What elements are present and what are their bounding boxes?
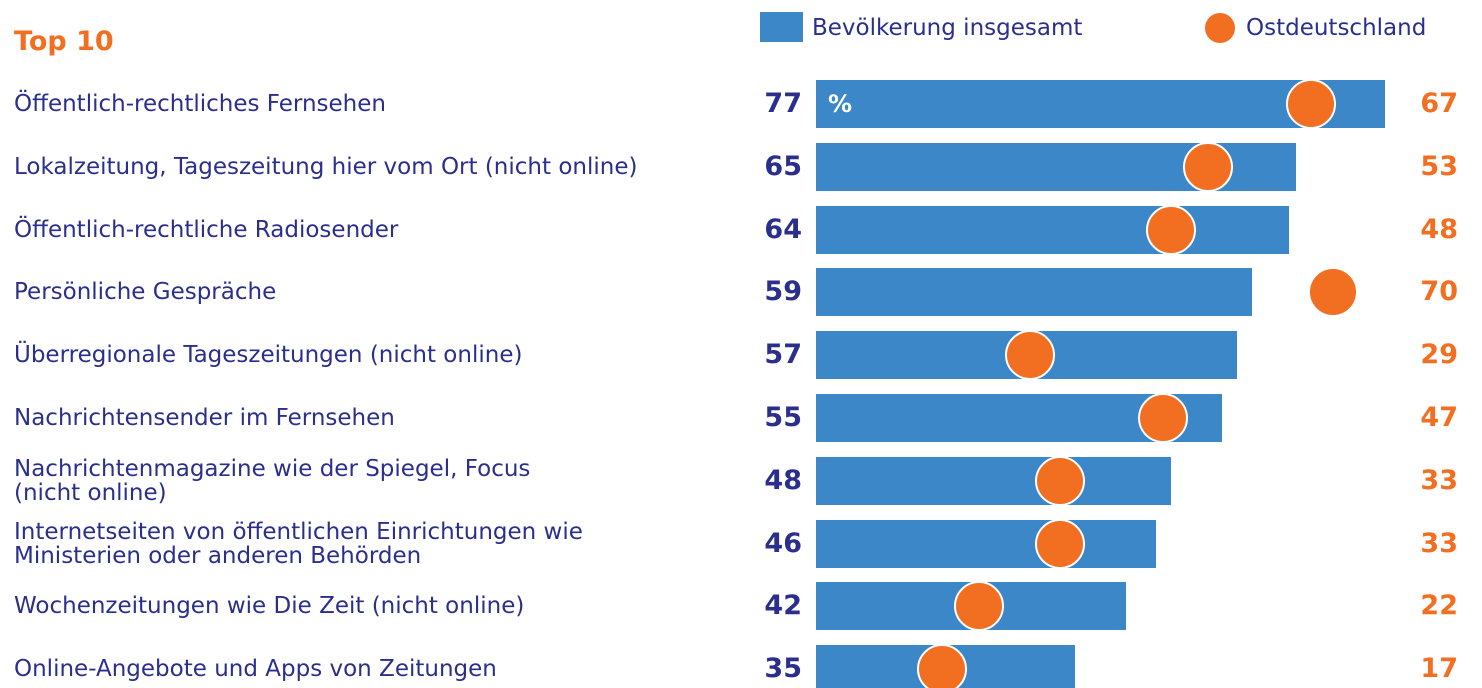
legend-swatch-bar	[760, 12, 803, 42]
value-label: 57	[764, 339, 802, 371]
value-label: 42	[764, 590, 802, 622]
category-label: Überregionale Tageszeitungen (nicht onli…	[14, 342, 523, 369]
category-label: Internetseiten von öffentlichen Einricht…	[14, 518, 583, 569]
category-label: Persönliche Gespräche	[14, 279, 277, 306]
value-label: 77	[764, 88, 802, 119]
dot	[1005, 330, 1056, 381]
dot	[1145, 204, 1196, 255]
category-label: Öffentlich-rechtliches Fernsehen	[14, 91, 386, 117]
category-label: Online-Angebote und Apps von Zeitungen	[14, 656, 497, 683]
dot	[1138, 393, 1189, 443]
value-label: 29	[1420, 339, 1458, 371]
category-label: Nachrichtenmagazine wie der Spiegel, Foc…	[14, 455, 531, 506]
bar	[816, 519, 1156, 568]
legend-swatch-dot	[1205, 13, 1235, 43]
value-label: 64	[764, 213, 802, 245]
bar	[816, 205, 1289, 254]
dot	[1034, 455, 1085, 506]
legend-label: Ostdeutschland	[1246, 15, 1427, 41]
value-label: 70	[1420, 276, 1458, 308]
value-label: 46	[764, 527, 802, 559]
category-label: Wochenzeitungen wie Die Zeit (nicht onli…	[14, 593, 525, 620]
value-label: 22	[1420, 590, 1458, 622]
value-label: 65	[764, 150, 802, 182]
value-label: 33	[1420, 527, 1458, 559]
value-label: 55	[764, 402, 802, 433]
value-label: 53	[1420, 150, 1458, 182]
value-label: 17	[1420, 653, 1458, 685]
value-label: 35	[764, 653, 802, 685]
category-label: Lokalzeitung, Tageszeitung hier vom Ort …	[14, 153, 638, 180]
bar	[816, 268, 1252, 317]
value-label: 33	[1420, 464, 1458, 496]
dot	[1034, 518, 1085, 569]
bar	[816, 456, 1171, 505]
dot	[953, 581, 1004, 632]
dot	[1286, 79, 1337, 129]
value-label: 48	[764, 464, 802, 496]
dot	[916, 644, 967, 688]
dot	[1182, 141, 1233, 192]
category-label: Öffentlich-rechtliche Radiosender	[14, 216, 399, 243]
value-label: 48	[1420, 213, 1458, 245]
dot	[1308, 267, 1359, 318]
value-label: 59	[764, 276, 802, 308]
category-label: Nachrichtensender im Fernsehen	[14, 405, 395, 431]
chart-title: Top 10	[14, 26, 114, 57]
legend-label: Bevölkerung insgesamt	[812, 15, 1083, 41]
value-label: 47	[1420, 402, 1458, 433]
value-label: 67	[1420, 88, 1458, 119]
unit-label: %	[828, 90, 853, 118]
